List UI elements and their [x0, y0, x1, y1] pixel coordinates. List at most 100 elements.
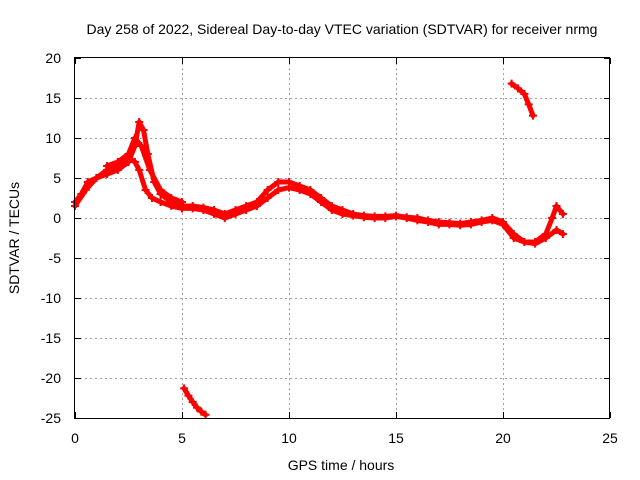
y-tick-label: -20	[41, 370, 61, 386]
y-tick-label: -25	[41, 410, 61, 426]
series-trace	[72, 119, 566, 245]
data-point	[381, 214, 390, 222]
y-tick-label: -15	[41, 330, 61, 346]
data-point	[242, 206, 251, 214]
data-point	[156, 198, 165, 206]
data-point	[199, 206, 208, 214]
x-tick-label: 0	[71, 430, 79, 446]
data-point	[531, 239, 540, 248]
data-point	[92, 174, 101, 182]
data-point	[349, 211, 358, 220]
series-main-track-2	[71, 154, 567, 248]
data-point	[434, 220, 443, 229]
data-point	[156, 186, 165, 194]
data-point	[220, 214, 229, 222]
data-point	[402, 214, 411, 222]
data-point	[306, 190, 315, 198]
data-point	[141, 186, 150, 194]
x-tick-label: 15	[388, 430, 404, 446]
grid	[75, 58, 610, 418]
data-point	[81, 186, 90, 194]
y-tick-label: -5	[49, 250, 62, 266]
data-point	[477, 218, 486, 226]
data-point	[137, 142, 146, 150]
data-point	[509, 234, 518, 242]
data-point	[424, 218, 433, 226]
data-point	[285, 183, 293, 192]
data-point	[520, 90, 529, 98]
data-point	[135, 166, 144, 174]
data-point	[552, 202, 561, 210]
y-tick-label: 5	[53, 170, 61, 186]
data-point	[231, 210, 240, 218]
data-point	[135, 118, 144, 126]
data-point	[188, 398, 197, 406]
series-main-track-3	[103, 134, 186, 206]
data-point	[178, 198, 186, 206]
data-point	[413, 216, 422, 225]
plot-frame	[74, 57, 610, 419]
y-axis-label: SDTVAR / TECUs	[6, 182, 22, 294]
axis-ticks: 0 5 10 15 20 25 20 15 10 5 0 -5 -10 -15 -20 -25	[41, 50, 618, 446]
data-point	[263, 186, 272, 194]
data-point	[514, 84, 522, 93]
data-point	[139, 126, 148, 134]
data-point	[184, 391, 193, 400]
data-point	[456, 221, 465, 230]
data-point	[370, 214, 379, 222]
data-point	[338, 210, 347, 218]
data-point	[124, 150, 133, 158]
data-point	[524, 100, 533, 109]
data-point	[274, 178, 283, 186]
data-point	[103, 162, 112, 170]
data-point	[392, 212, 400, 221]
data-point	[529, 111, 537, 120]
data-point	[558, 210, 567, 218]
data-point	[167, 194, 176, 202]
data-point	[193, 403, 201, 412]
data-point	[327, 206, 336, 214]
chart-title: Day 258 of 2022, Sidereal Day-to-day VTE…	[87, 21, 598, 37]
data-point	[558, 230, 567, 238]
y-tick-label: 10	[45, 130, 61, 146]
data-point	[201, 410, 210, 419]
data-point	[507, 79, 516, 88]
data-point	[148, 194, 156, 202]
data-point	[552, 226, 561, 234]
data-series	[71, 79, 567, 419]
data-point	[274, 186, 283, 194]
data-point	[445, 220, 454, 229]
data-point	[180, 384, 189, 393]
data-point	[210, 210, 219, 218]
data-point	[145, 166, 154, 174]
data-point	[188, 204, 197, 213]
x-tick-label: 5	[178, 430, 186, 446]
data-point	[548, 214, 557, 222]
y-tick-label: 0	[53, 210, 61, 226]
y-tick-label: 20	[45, 50, 61, 66]
data-point	[113, 158, 122, 166]
data-point	[130, 134, 139, 142]
data-point	[466, 220, 475, 229]
series-lower-fragment	[180, 384, 210, 419]
data-point	[488, 216, 497, 225]
data-point	[541, 234, 550, 242]
data-point	[359, 213, 368, 222]
series-upper-fragment	[507, 79, 537, 120]
data-point	[167, 202, 176, 210]
x-tick-label: 20	[495, 430, 511, 446]
y-tick-label: -10	[41, 290, 61, 306]
data-point	[252, 202, 261, 210]
data-point	[520, 238, 529, 246]
x-tick-label: 25	[602, 430, 618, 446]
x-tick-label: 10	[281, 430, 297, 446]
data-point	[197, 407, 206, 416]
data-point	[499, 220, 507, 229]
y-tick-label: 15	[45, 90, 61, 106]
data-point	[295, 186, 304, 194]
data-point	[317, 198, 326, 206]
x-axis-label: GPS time / hours	[288, 457, 395, 473]
data-point	[130, 158, 139, 166]
data-point	[263, 194, 272, 202]
